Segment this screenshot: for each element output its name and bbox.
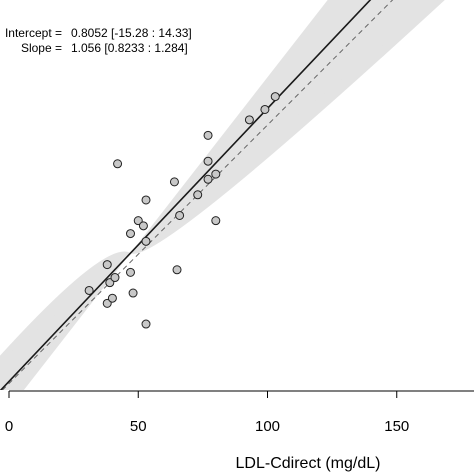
data-point: [211, 216, 221, 226]
data-point: [169, 177, 179, 187]
identity-line: [1, 0, 394, 390]
data-point: [102, 260, 112, 270]
data-point: [244, 115, 254, 125]
data-point: [107, 293, 117, 303]
slope-value: 1.056 [0.8233 : 1.284]: [71, 41, 188, 55]
data-point: [125, 229, 135, 239]
data-point: [141, 236, 151, 246]
confidence-band-layer: [0, 0, 445, 390]
data-point: [84, 285, 94, 295]
stats-annotation: Intercept = 0.8052 [-15.28 : 14.33] Slop…: [5, 26, 192, 55]
x-tick-label: 150: [384, 418, 409, 435]
data-point: [193, 190, 203, 200]
x-tick-label: 0: [5, 418, 13, 435]
data-point: [203, 130, 213, 140]
data-point: [203, 174, 213, 184]
points-layer: [84, 92, 280, 329]
confidence-band-core: [0, 0, 438, 390]
slope-label: Slope =: [21, 41, 62, 55]
data-point: [138, 221, 148, 231]
regression-line: [0, 0, 372, 390]
lines-layer: [0, 0, 394, 390]
data-point: [113, 159, 123, 169]
data-point: [110, 273, 120, 283]
x-tick-label: 100: [255, 418, 280, 435]
confidence-band-right: [130, 0, 445, 254]
data-point: [270, 92, 280, 102]
x-ticks-layer: 0 50 100 150: [5, 391, 409, 435]
x-axis-label: LDL-Cdirect (mg/dL): [236, 455, 381, 472]
data-point: [260, 104, 270, 114]
data-point: [172, 265, 182, 275]
intercept-value: 0.8052 [-15.28 : 14.33]: [71, 26, 192, 40]
data-point: [141, 195, 151, 205]
intercept-label: Intercept =: [5, 26, 62, 40]
data-point: [128, 288, 138, 298]
data-point: [211, 169, 221, 179]
data-point: [175, 210, 185, 220]
data-point: [203, 156, 213, 166]
data-point: [125, 267, 135, 277]
data-point: [141, 319, 151, 329]
x-tick-label: 50: [130, 418, 147, 435]
